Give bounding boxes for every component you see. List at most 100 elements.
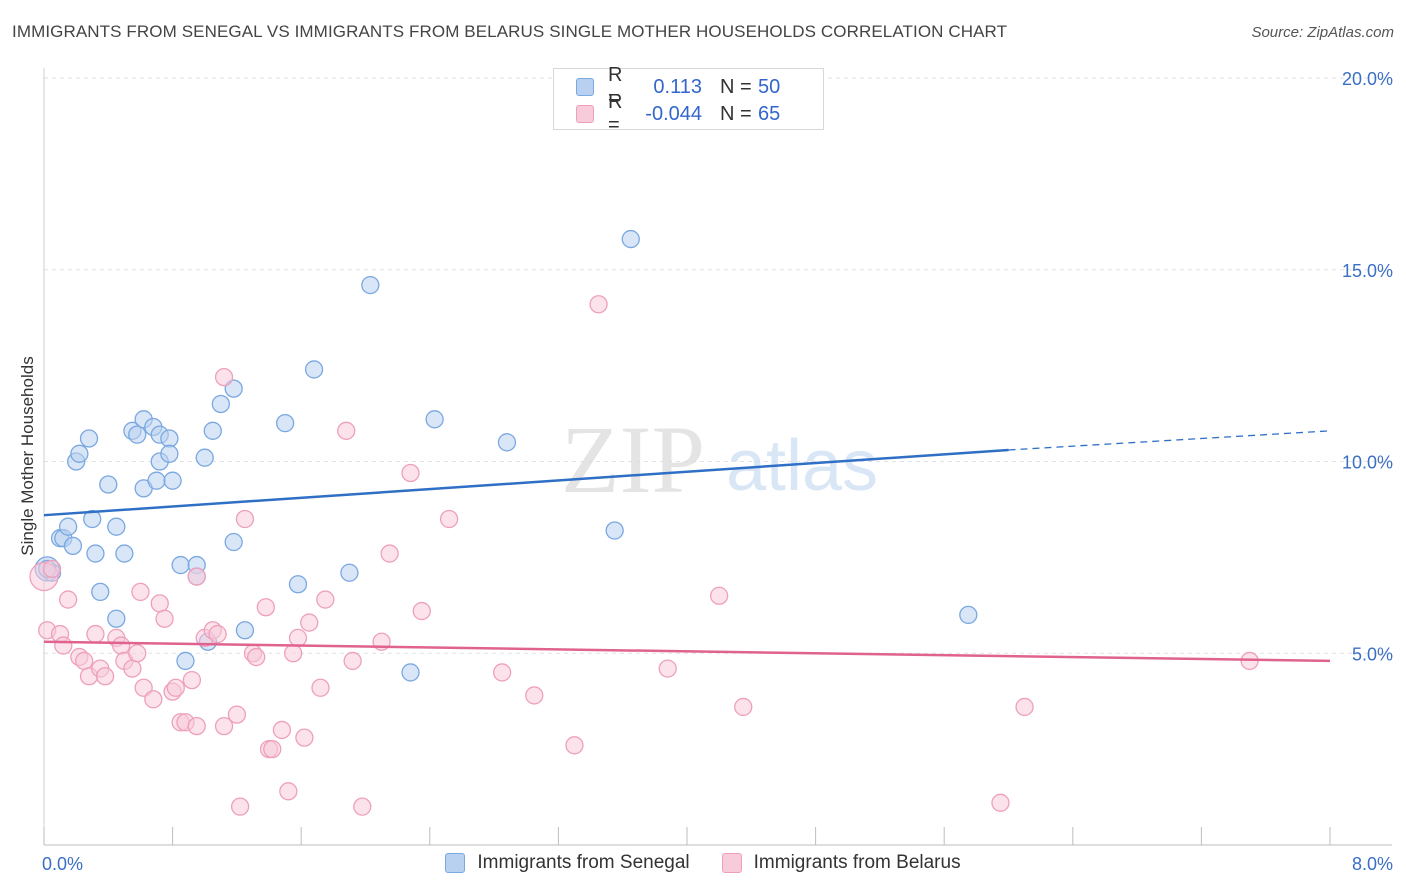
y-tick-label: 10.0% (1342, 453, 1393, 473)
legend-n-label: N = (720, 102, 752, 125)
series-legend: Immigrants from Senegal Immigrants from … (0, 852, 1406, 874)
source-label: Source: ZipAtlas.com (1251, 24, 1394, 41)
point-senegal (107, 517, 126, 536)
point-belarus (58, 590, 78, 609)
x-tick-label-max: 8.0% (1352, 854, 1393, 874)
trend-lines (43, 430, 1331, 663)
point-senegal (203, 421, 222, 440)
point-belarus (337, 421, 356, 440)
point-senegal (275, 413, 295, 433)
point-senegal (79, 429, 99, 448)
point-senegal (99, 475, 118, 494)
legend-swatch-senegal (576, 78, 594, 96)
trend-line-senegal (43, 448, 1009, 517)
point-senegal (605, 521, 624, 540)
point-belarus (353, 797, 372, 816)
axes (43, 68, 1392, 846)
legend-swatch-senegal (445, 853, 466, 873)
point-belarus (75, 651, 94, 671)
point-belarus (182, 670, 202, 690)
point-senegal (211, 394, 230, 414)
point-belarus (565, 736, 584, 755)
legend-n-label: N = (720, 75, 752, 98)
point-senegal (163, 471, 182, 490)
point-senegal (70, 444, 89, 463)
point-belarus (380, 544, 399, 563)
point-senegal (401, 663, 420, 682)
y-axis-title: Single Mother Households (18, 356, 37, 556)
point-senegal (171, 555, 190, 575)
point-senegal (235, 621, 255, 640)
grid-lines (44, 77, 1390, 654)
point-belarus (230, 797, 250, 816)
point-belarus (734, 697, 753, 717)
legend-r-value-belarus: -0.044 (645, 102, 702, 125)
y-tick-label: 15.0% (1342, 261, 1393, 281)
point-senegal (107, 609, 126, 628)
point-belarus (1015, 697, 1034, 717)
series-belarus-points (29, 295, 1259, 816)
point-belarus (316, 590, 335, 609)
legend-r-label: R = (608, 64, 623, 109)
point-belarus (214, 716, 234, 736)
point-senegal (160, 444, 179, 463)
correlation-legend: R = 0.113 N = 50 R = -0.044 N = 65 (553, 64, 824, 136)
legend-label-belarus: Immigrants from Belarus (753, 852, 961, 873)
point-belarus (284, 644, 303, 663)
point-belarus (263, 739, 282, 759)
point-belarus (272, 720, 292, 740)
point-belarus (311, 678, 330, 697)
point-senegal (621, 229, 640, 249)
point-belarus (658, 659, 677, 678)
point-belarus (288, 628, 308, 648)
point-belarus (247, 647, 266, 667)
point-senegal (425, 410, 444, 429)
point-belarus (991, 793, 1010, 812)
point-belarus (155, 609, 174, 628)
point-belarus (589, 295, 608, 314)
legend-row-belarus: R = -0.044 N = 65 (576, 91, 780, 136)
point-belarus (401, 463, 420, 483)
point-senegal (176, 651, 195, 671)
legend-swatch-belarus (721, 853, 742, 873)
point-senegal (195, 448, 214, 467)
legend-n-value-senegal: 50 (758, 75, 781, 98)
legend-label-senegal: Immigrants from Senegal (477, 852, 690, 873)
x-tick-label-min: 0.0% (42, 854, 83, 874)
point-belarus (131, 582, 150, 602)
point-senegal (63, 536, 83, 556)
trend-line-senegal-extension (1008, 430, 1331, 451)
point-belarus (166, 678, 185, 697)
point-belarus (187, 716, 206, 736)
point-belarus (144, 690, 163, 709)
point-senegal (83, 509, 102, 529)
point-belarus (295, 728, 314, 747)
point-senegal (160, 429, 179, 448)
point-senegal (224, 532, 243, 552)
point-belarus (710, 586, 729, 605)
point-belarus (86, 624, 105, 644)
legend-swatch-belarus (576, 105, 594, 123)
point-belarus (412, 601, 431, 621)
point-senegal (959, 605, 978, 625)
trend-line-belarus (43, 640, 1331, 663)
point-belarus (439, 509, 459, 529)
point-belarus (187, 567, 206, 586)
y-tick-label: 5.0% (1352, 644, 1393, 664)
point-belarus (492, 663, 512, 682)
point-senegal (288, 575, 308, 594)
point-belarus (227, 705, 247, 724)
point-belarus (235, 509, 255, 529)
point-senegal (115, 544, 134, 563)
point-senegal (497, 433, 517, 452)
legend-r-value-senegal: 0.113 (653, 75, 702, 98)
point-senegal (361, 275, 380, 295)
point-belarus (343, 651, 362, 671)
point-belarus (525, 686, 544, 705)
point-senegal (86, 544, 105, 563)
point-belarus (300, 613, 319, 632)
point-belarus (42, 559, 62, 579)
point-senegal (91, 582, 110, 602)
point-belarus (208, 624, 227, 644)
